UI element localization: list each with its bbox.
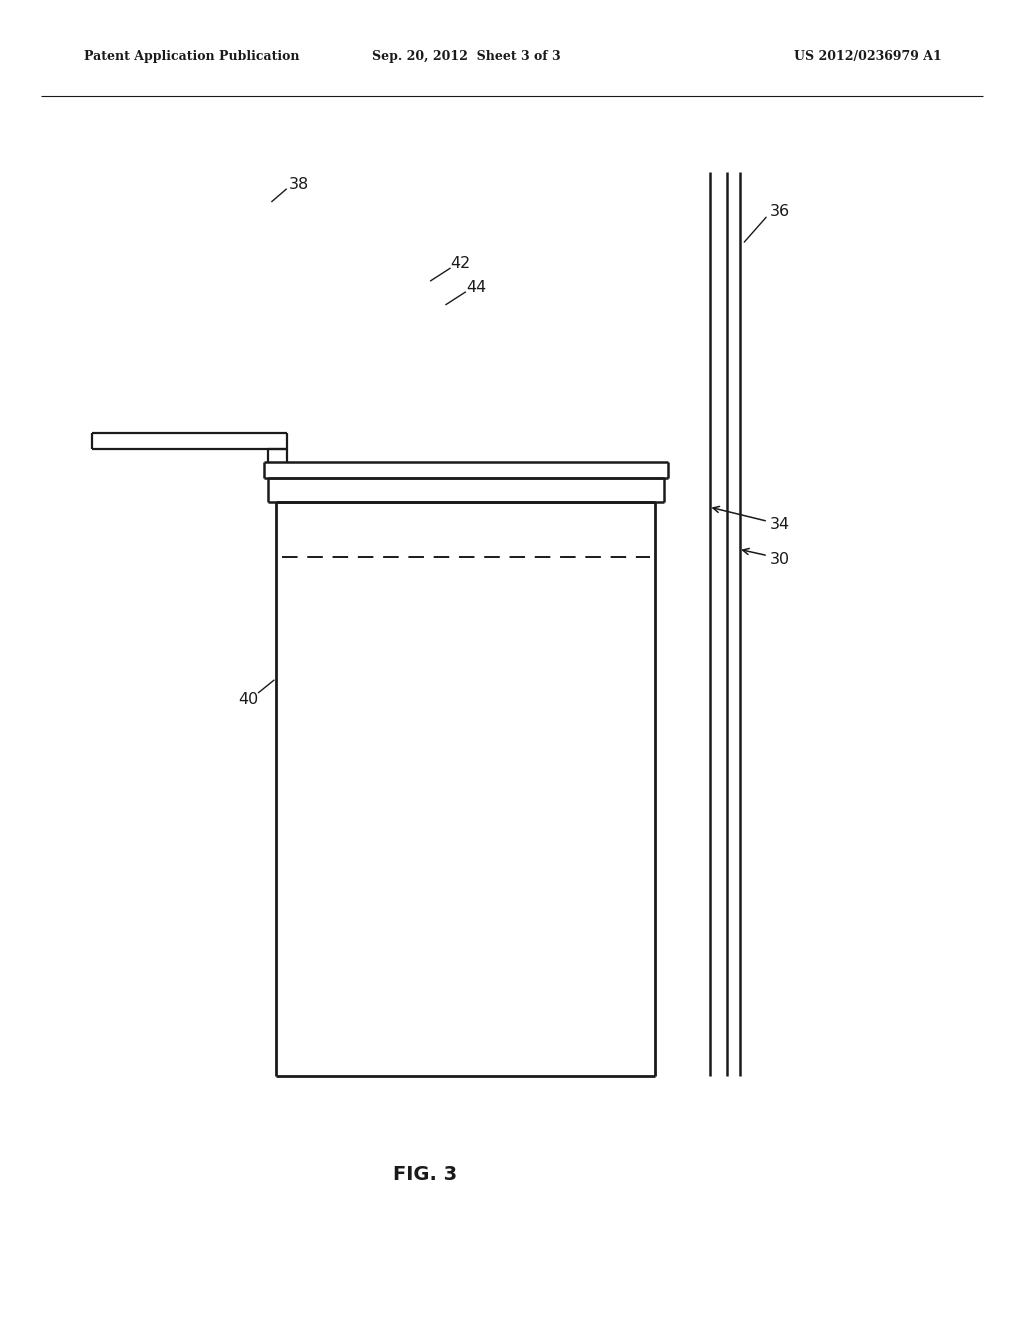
Text: Patent Application Publication: Patent Application Publication [84,50,299,63]
Text: 40: 40 [239,692,259,708]
Text: 42: 42 [451,256,471,272]
Text: 30: 30 [770,552,791,568]
Text: 34: 34 [770,516,791,532]
Text: 38: 38 [289,177,309,193]
Text: 44: 44 [466,280,486,296]
Text: 36: 36 [770,203,791,219]
Text: FIG. 3: FIG. 3 [393,1166,457,1184]
Text: US 2012/0236979 A1: US 2012/0236979 A1 [795,50,942,63]
Text: Sep. 20, 2012  Sheet 3 of 3: Sep. 20, 2012 Sheet 3 of 3 [372,50,560,63]
